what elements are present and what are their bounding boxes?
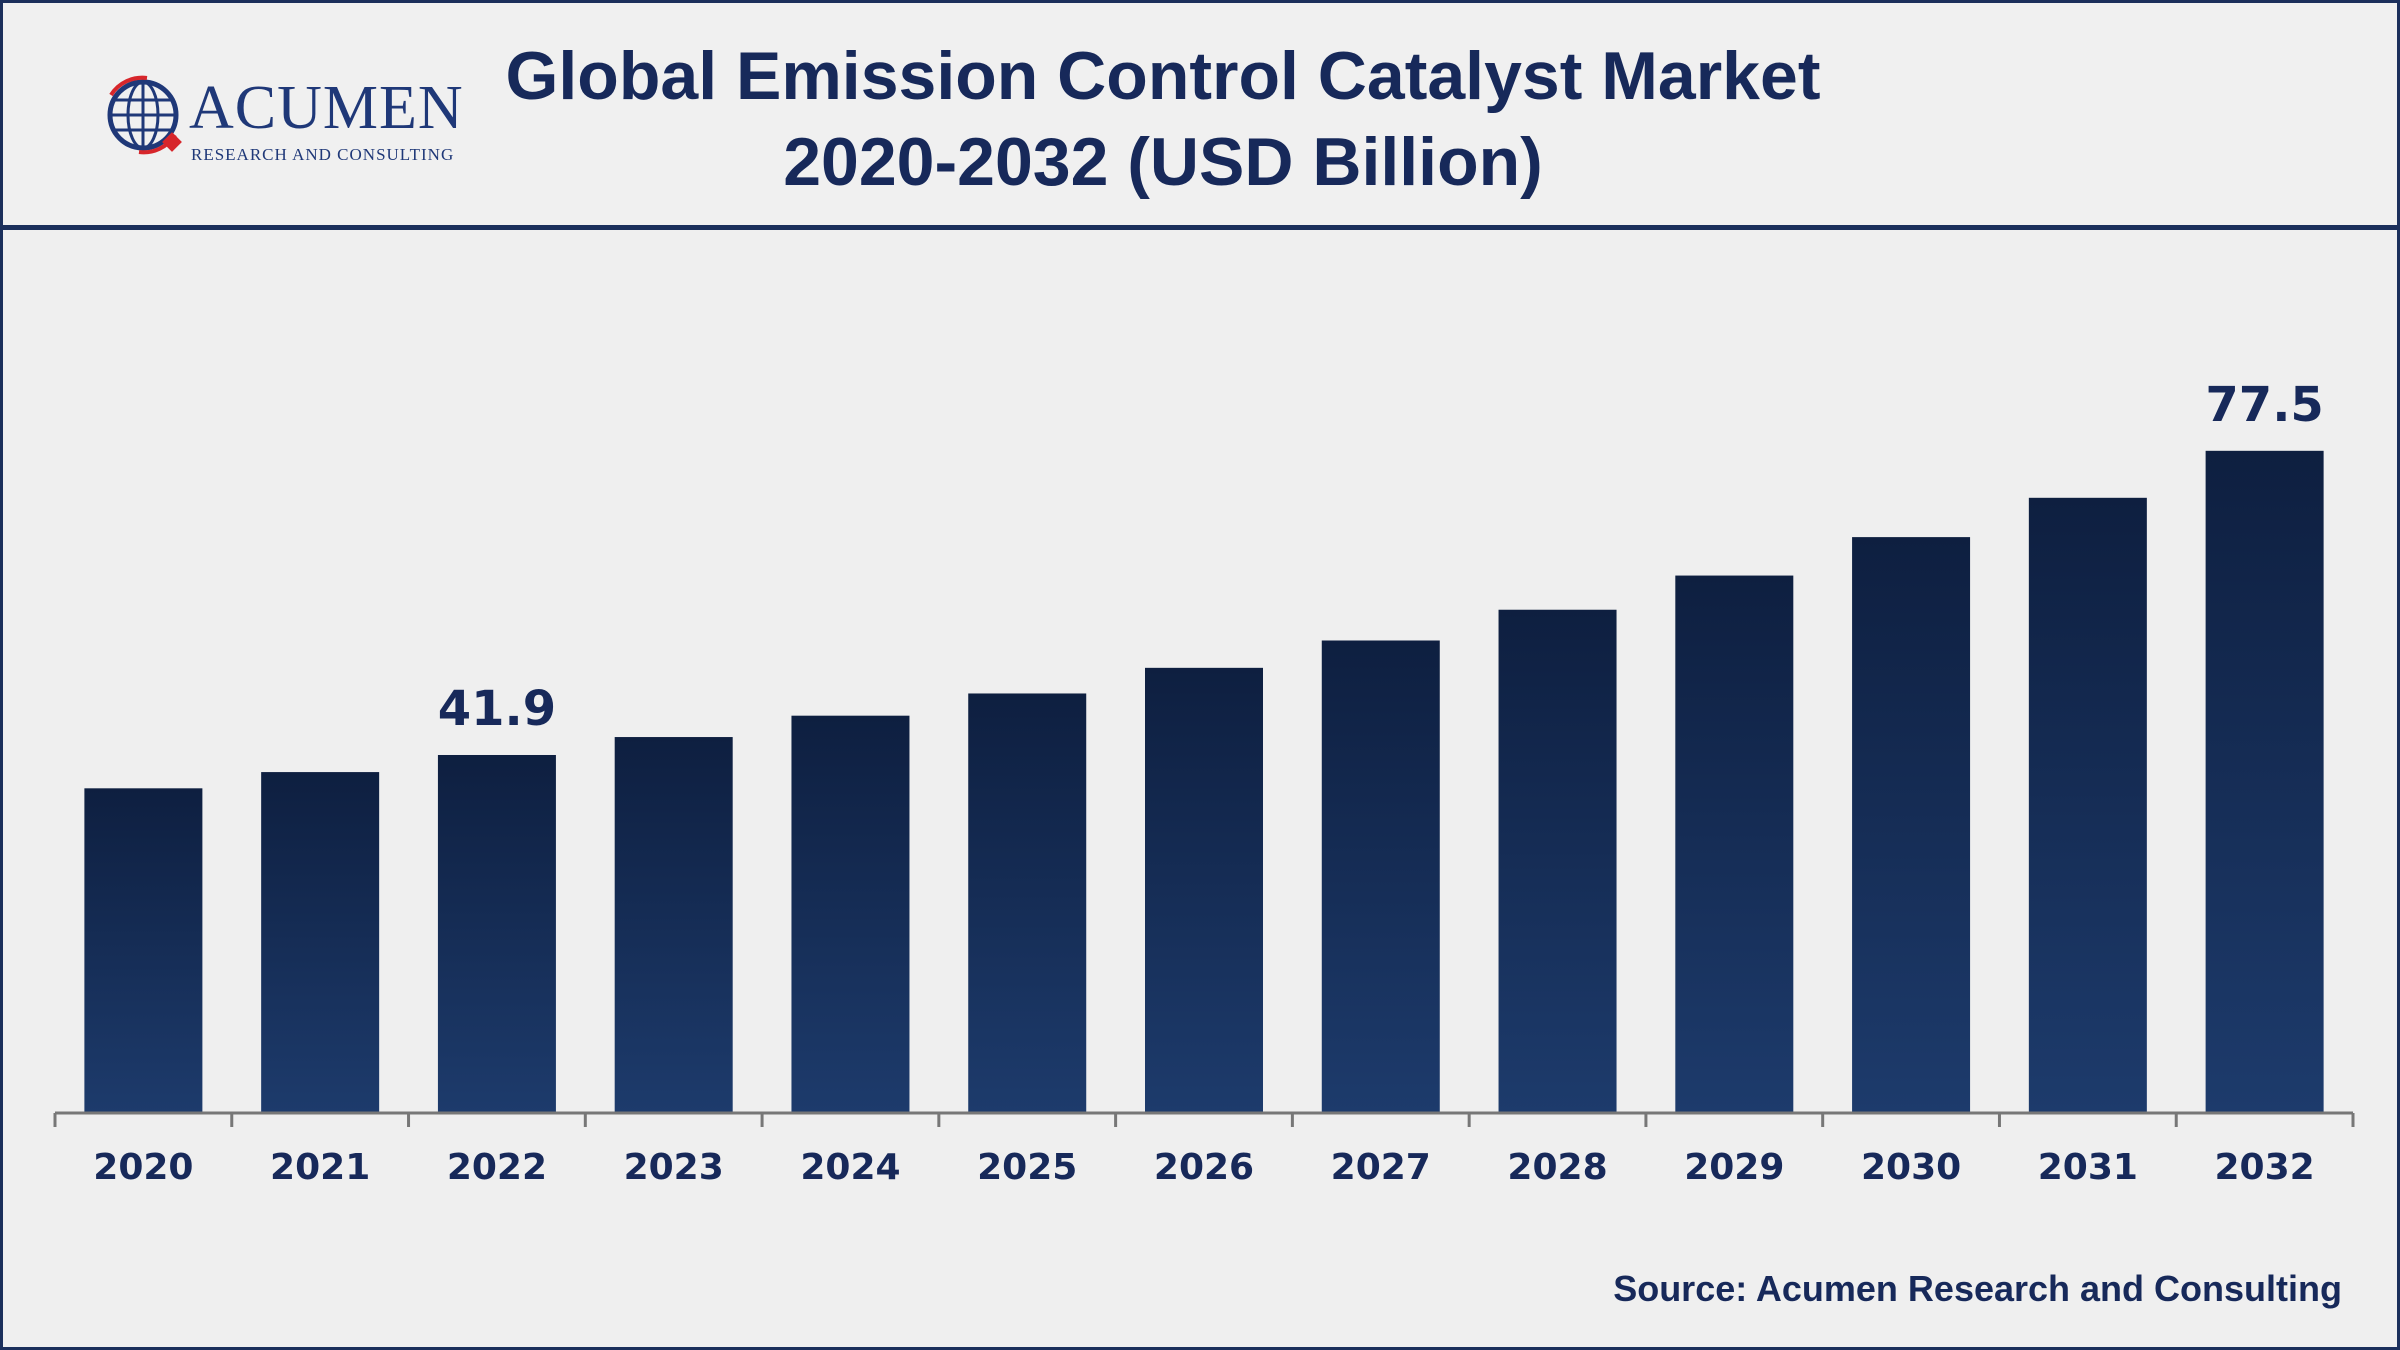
x-tick-label-2028: 2028 [1507, 1147, 1607, 1188]
bar-2023 [614, 737, 733, 1113]
bar-2021 [261, 772, 380, 1113]
data-label-2022: 41.9 [438, 681, 556, 737]
x-tick-label-2027: 2027 [1331, 1147, 1431, 1188]
bar-chart: 2020 2021 2022 2023 2024 2025 2026 2027 2028 2029… [53, 377, 2355, 1188]
x-tick-label-2029: 2029 [1684, 1147, 1784, 1188]
bar-2024 [791, 715, 910, 1113]
data-label-2032: 77.5 [2205, 377, 2323, 433]
logo-wordmark: ACUMEN [189, 74, 464, 142]
bar-2025 [968, 693, 1087, 1113]
logo-tagline: RESEARCH AND CONSULTING [191, 145, 455, 164]
bar-2031 [2028, 497, 2147, 1113]
x-axis: 2020 2021 2022 2023 2024 2025 2026 2027 2028 2029… [53, 1111, 2355, 1188]
x-tick-label-2026: 2026 [1154, 1147, 1254, 1188]
bar-2020 [84, 788, 203, 1113]
x-tick-label-2030: 2030 [1861, 1147, 1961, 1188]
bar-2032 [2205, 450, 2324, 1113]
acumen-logo: ACUMEN RESEARCH AND CONSULTING [101, 73, 464, 173]
x-tick-label-2021: 2021 [270, 1147, 370, 1188]
bar-2029 [1675, 575, 1794, 1113]
bar-2030 [1852, 537, 1971, 1113]
x-tick-label-2031: 2031 [2038, 1147, 2138, 1188]
x-tick-label-2032: 2032 [2215, 1147, 2315, 1188]
bar-2022 [437, 754, 556, 1113]
globe-icon [107, 75, 182, 155]
bars-group [84, 450, 2324, 1113]
header-band: ACUMEN RESEARCH AND CONSULTING Global Em… [3, 3, 2397, 230]
x-tick-label-2024: 2024 [800, 1147, 900, 1188]
bar-2026 [1145, 667, 1263, 1113]
x-tick-label-2025: 2025 [977, 1147, 1077, 1188]
source-note: Source: Acumen Research and Consulting [1613, 1268, 2342, 1309]
chart-title: Global Emission Control Catalyst Market … [453, 33, 1873, 205]
title-line-1: Global Emission Control Catalyst Market [505, 38, 1821, 114]
bar-2027 [1321, 640, 1440, 1113]
x-tick-label-2020: 2020 [93, 1147, 193, 1188]
x-tick-label-2023: 2023 [624, 1147, 724, 1188]
bar-2028 [1498, 609, 1617, 1113]
data-labels-group: 41.9 77.5 [438, 377, 2324, 737]
title-line-2: 2020-2032 (USD Billion) [783, 124, 1543, 200]
x-tick-label-2022: 2022 [447, 1147, 547, 1188]
